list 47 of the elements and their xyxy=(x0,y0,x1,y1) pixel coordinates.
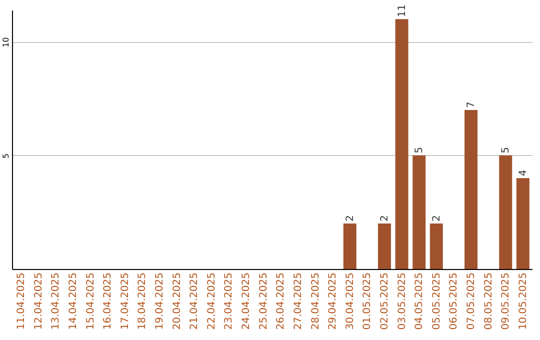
x-tick-label: 07.05.2025 xyxy=(466,272,477,330)
x-tick-label: 02.05.2025 xyxy=(379,272,390,330)
bar xyxy=(412,155,426,269)
data-label: 7 xyxy=(466,102,477,108)
x-tick-label: 13.04.2025 xyxy=(50,272,62,330)
x-tick-label: 18.04.2025 xyxy=(137,272,148,330)
data-label: 2 xyxy=(379,215,390,222)
bar xyxy=(516,178,530,269)
x-tick-label: 12.04.2025 xyxy=(33,272,44,330)
data-label: 11 xyxy=(396,4,408,18)
x-tick-label: 04.05.2025 xyxy=(414,272,426,330)
x-tick-label: 25.04.2025 xyxy=(258,272,270,330)
data-label: 4 xyxy=(518,170,529,176)
x-tick-label: 26.04.2025 xyxy=(276,272,287,330)
bar xyxy=(499,155,512,269)
x-tick-label: 09.05.2025 xyxy=(500,272,512,330)
y-tick-label: 10 xyxy=(2,37,10,48)
x-tick-label: 03.05.2025 xyxy=(396,272,408,330)
bar xyxy=(343,224,356,269)
x-tick-label: 29.04.2025 xyxy=(328,272,339,330)
x-tick-label: 10.05.2025 xyxy=(518,272,529,330)
x-tick-label: 24.04.2025 xyxy=(241,272,252,330)
x-tick-label: 19.04.2025 xyxy=(154,272,166,330)
x-tick-label: 20.04.2025 xyxy=(172,272,183,330)
data-label: 5 xyxy=(500,147,512,154)
x-tick-label: 06.05.2025 xyxy=(448,272,460,330)
x-tick-label: 15.04.2025 xyxy=(85,272,96,330)
x-tick-label: 11.04.2025 xyxy=(16,272,28,330)
x-tick-label: 14.04.2025 xyxy=(68,272,79,330)
x-tick-label: 23.04.2025 xyxy=(224,272,235,330)
bar xyxy=(430,224,443,269)
x-tick-label: 30.04.2025 xyxy=(344,272,356,330)
x-tick-label: 21.04.2025 xyxy=(189,272,200,330)
bar xyxy=(464,110,478,269)
x-tick-label: 01.05.2025 xyxy=(362,272,374,330)
x-tick-label: 08.05.2025 xyxy=(483,272,494,330)
x-tick-label: 27.04.2025 xyxy=(292,272,304,330)
x-tick-label: 22.04.2025 xyxy=(206,272,218,330)
data-label: 2 xyxy=(344,215,356,222)
bar xyxy=(378,224,391,269)
x-tick-label: 17.04.2025 xyxy=(120,272,131,330)
x-tick-label: 05.05.2025 xyxy=(431,272,442,330)
x-tick-label: 16.04.2025 xyxy=(102,272,114,330)
data-label: 5 xyxy=(414,147,426,154)
bar xyxy=(395,19,408,269)
x-tick-label: 28.04.2025 xyxy=(310,272,322,330)
data-label: 2 xyxy=(431,215,442,222)
